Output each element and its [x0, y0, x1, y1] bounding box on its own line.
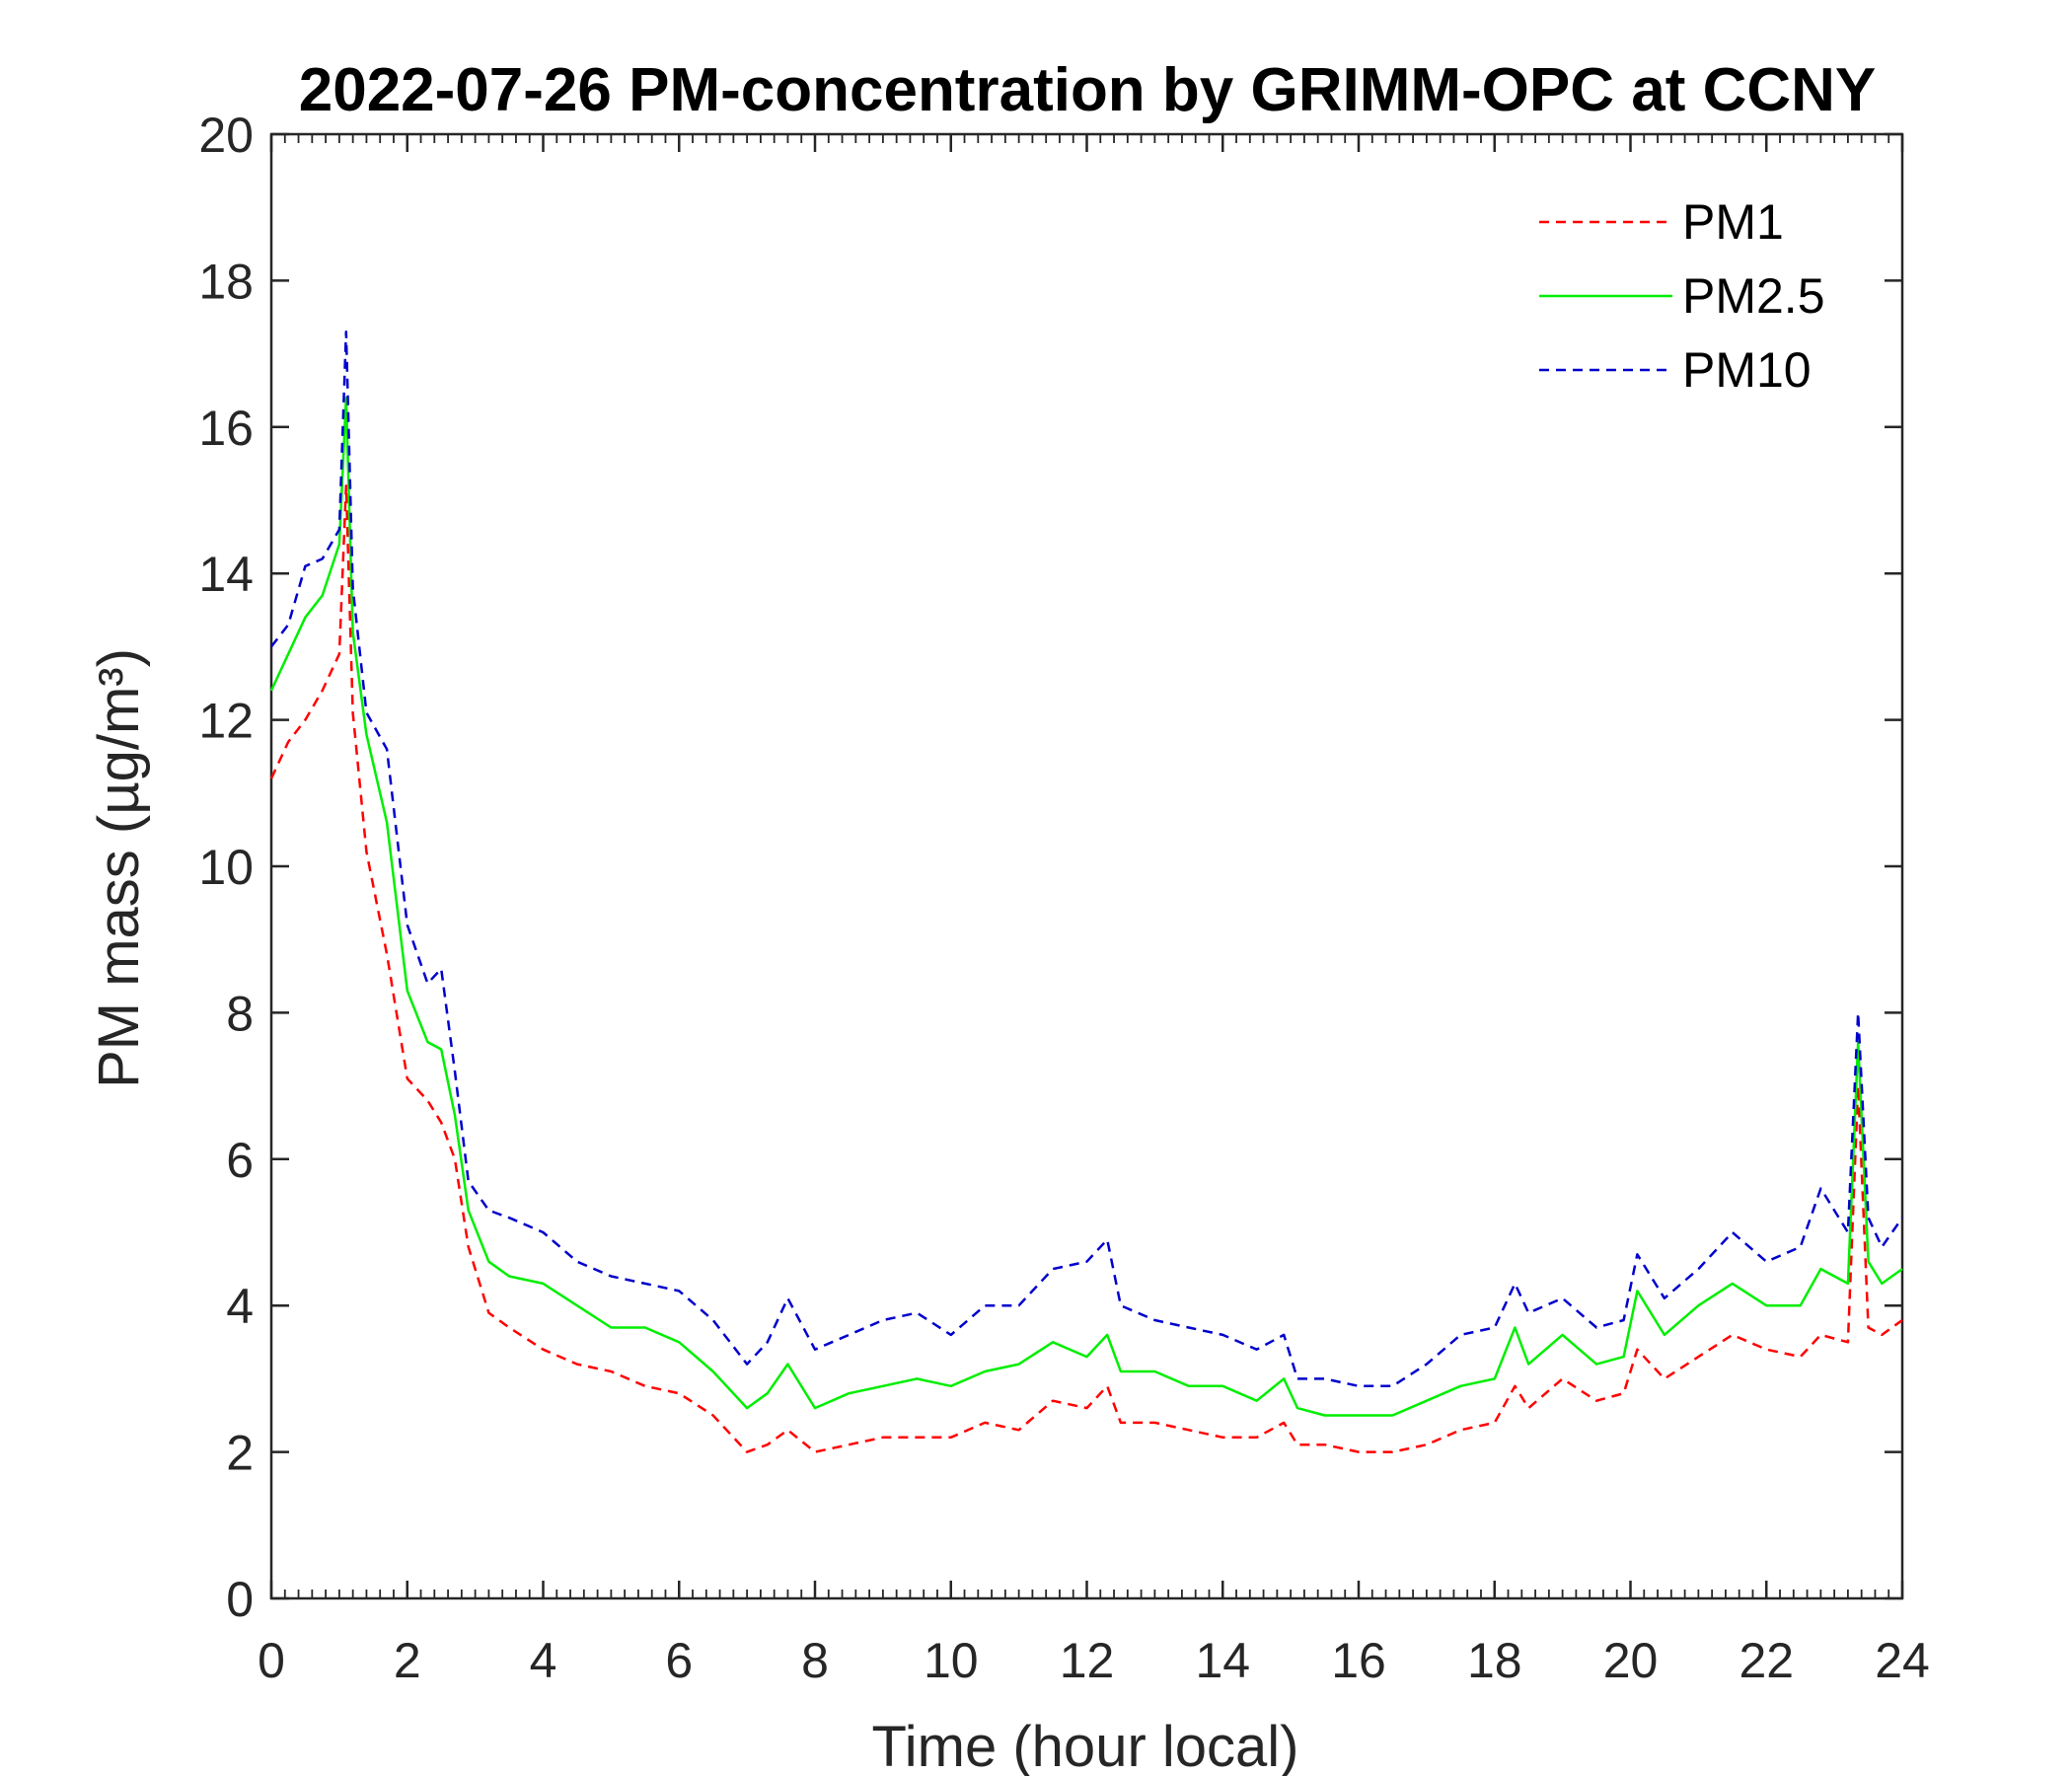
series-lines [269, 331, 1904, 1453]
y-tick-label: 12 [198, 694, 254, 749]
x-axis-label: Time (hour local) [872, 1715, 1299, 1776]
plot-area [269, 132, 1904, 1600]
y-tick-label: 8 [226, 986, 254, 1041]
legend-label-pm2-5: PM2.5 [1682, 268, 1825, 324]
x-tick-label: 14 [1195, 1633, 1250, 1688]
plot-frame [269, 132, 1904, 1600]
x-tick-label: 12 [1060, 1633, 1115, 1688]
x-tick-label: 8 [801, 1633, 829, 1688]
y-tick-label: 20 [198, 108, 254, 163]
y-tick-label: 18 [198, 254, 254, 309]
x-tick-label: 24 [1875, 1633, 1930, 1688]
legend-label-pm10: PM10 [1682, 342, 1812, 398]
y-tick-label: 0 [226, 1572, 254, 1627]
series-line-pm2-5 [269, 396, 1903, 1417]
y-tick-label: 2 [226, 1426, 254, 1481]
x-tick-label: 6 [665, 1633, 693, 1688]
series-line-pm1 [269, 483, 1903, 1453]
x-tick-label: 18 [1467, 1633, 1522, 1688]
y-axis: 0 2 4 6 8 10 12 14 16 18 20 [198, 108, 1902, 1627]
chart-title: 2022-07-26 PM-concentration by GRIMM-OPC… [299, 56, 1877, 124]
y-tick-label: 16 [198, 401, 254, 456]
series-line-pm10 [270, 331, 1904, 1388]
y-tick-label: 14 [198, 547, 254, 602]
x-tick-label: 10 [924, 1633, 979, 1688]
x-tick-label: 22 [1739, 1633, 1794, 1688]
x-tick-label: 2 [394, 1633, 421, 1688]
y-axis-label: PM mass (µg/m³) [87, 648, 151, 1088]
y-tick-label: 6 [226, 1133, 254, 1188]
y-tick-label: 4 [226, 1279, 254, 1334]
x-tick-label: 0 [258, 1633, 285, 1688]
x-tick-label: 16 [1331, 1633, 1386, 1688]
legend: PM1 PM2.5 PM10 [1539, 194, 1825, 398]
x-axis: 0 2 4 6 8 10 12 14 16 18 20 22 24 [258, 134, 1930, 1688]
x-tick-label: 20 [1603, 1633, 1659, 1688]
legend-label-pm1: PM1 [1682, 194, 1784, 250]
y-tick-label: 10 [198, 840, 254, 895]
x-tick-label: 4 [530, 1633, 557, 1688]
